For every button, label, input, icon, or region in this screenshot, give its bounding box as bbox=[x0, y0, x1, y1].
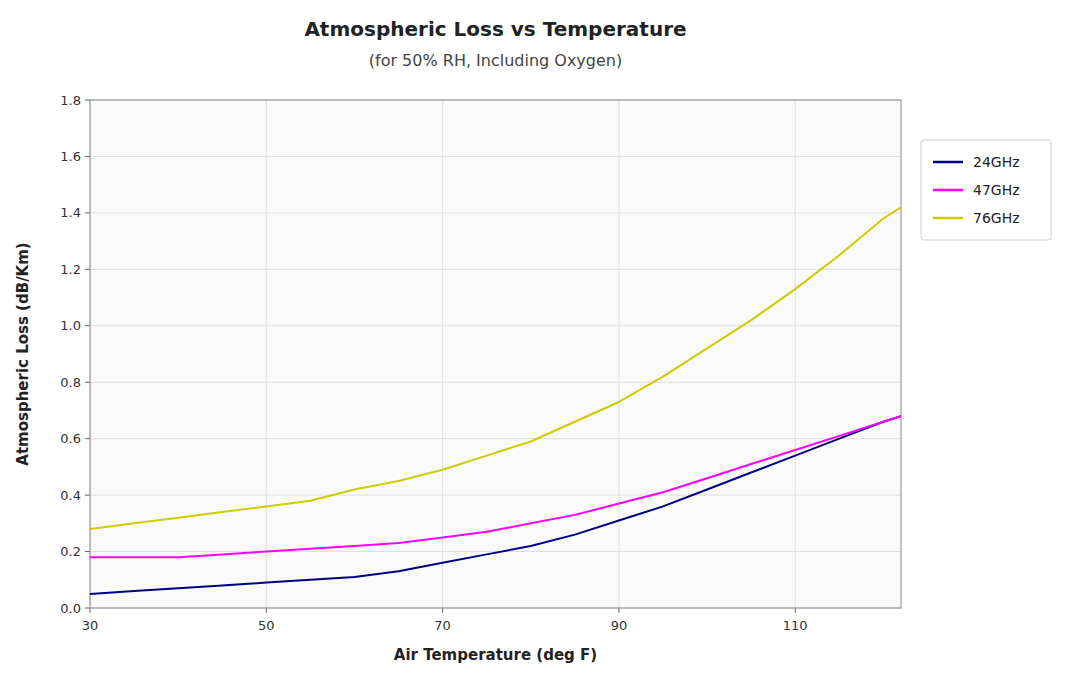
y-axis-label: Atmospheric Loss (dB/Km) bbox=[14, 242, 32, 465]
y-grid-line bbox=[90, 438, 901, 439]
series-line bbox=[90, 416, 901, 557]
legend-label: 24GHz bbox=[973, 154, 1020, 170]
x-tick-label: 90 bbox=[611, 618, 628, 633]
axes: 30 50 70 90 110 0.0 0.2 0.4 0.6 0.8 1.0 1.2 1.4 1.6 1.… bbox=[60, 93, 901, 634]
legend-swatch bbox=[933, 217, 963, 220]
y-grid-line bbox=[90, 382, 901, 383]
y-tick-label: 1.8 bbox=[60, 93, 81, 108]
y-tick-label: 0.4 bbox=[60, 488, 81, 503]
y-tick bbox=[85, 495, 90, 496]
x-tick bbox=[795, 608, 796, 613]
y-tick-label: 1.6 bbox=[60, 149, 81, 164]
legend-label: 47GHz bbox=[973, 182, 1020, 198]
legend-box bbox=[921, 140, 1051, 240]
y-tick-label: 1.0 bbox=[60, 318, 81, 333]
x-grid-line bbox=[795, 100, 796, 608]
y-grid-line bbox=[90, 156, 901, 157]
legend: 24GHz 47GHz 76GHz bbox=[921, 140, 1051, 240]
y-tick bbox=[85, 551, 90, 552]
legend-swatch bbox=[933, 161, 963, 164]
y-tick bbox=[85, 325, 90, 326]
y-tick-label: 0.2 bbox=[60, 544, 81, 559]
series-lines bbox=[90, 207, 901, 594]
subtitle: (for 50% RH, Including Oxygen) bbox=[369, 51, 622, 70]
plot-frame bbox=[90, 100, 901, 608]
x-tick-label: 110 bbox=[783, 618, 808, 633]
y-tick-label: 0.0 bbox=[60, 601, 81, 616]
grid bbox=[90, 100, 901, 608]
x-tick-label: 70 bbox=[434, 618, 451, 633]
legend-swatch bbox=[933, 189, 963, 192]
y-tick bbox=[85, 212, 90, 213]
plot-area bbox=[90, 100, 901, 608]
y-grid-line bbox=[90, 269, 901, 270]
y-tick bbox=[85, 156, 90, 157]
y-tick bbox=[85, 269, 90, 270]
y-tick-label: 0.8 bbox=[60, 375, 81, 390]
chart: Atmospheric Loss vs Temperature (for 50% … bbox=[0, 0, 1091, 688]
x-tick bbox=[266, 608, 267, 613]
y-grid-line bbox=[90, 495, 901, 496]
x-grid-line bbox=[618, 100, 619, 608]
x-grid-line bbox=[266, 100, 267, 608]
x-tick-label: 50 bbox=[258, 618, 275, 633]
y-tick-label: 1.2 bbox=[60, 262, 81, 277]
legend-label: 76GHz bbox=[973, 210, 1020, 226]
y-grid-line bbox=[90, 325, 901, 326]
y-tick-label: 1.4 bbox=[60, 205, 81, 220]
x-grid-line bbox=[442, 100, 443, 608]
y-tick bbox=[85, 382, 90, 383]
y-tick bbox=[85, 608, 90, 609]
series-line bbox=[90, 207, 901, 529]
x-tick bbox=[618, 608, 619, 613]
y-grid-line bbox=[90, 212, 901, 213]
x-axis-label: Air Temperature (deg F) bbox=[394, 646, 597, 664]
y-tick bbox=[85, 100, 90, 101]
title: Atmospheric Loss vs Temperature bbox=[304, 17, 686, 41]
x-tick bbox=[90, 608, 91, 613]
x-tick-label: 30 bbox=[82, 618, 99, 633]
series-line bbox=[90, 416, 901, 594]
x-tick bbox=[442, 608, 443, 613]
y-tick-label: 0.6 bbox=[60, 431, 81, 446]
y-tick bbox=[85, 438, 90, 439]
